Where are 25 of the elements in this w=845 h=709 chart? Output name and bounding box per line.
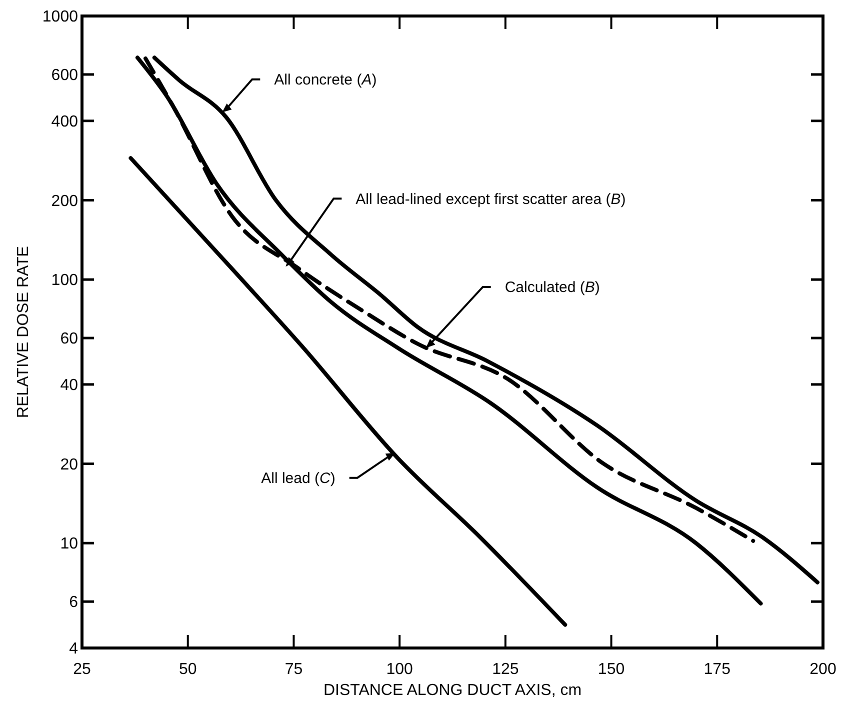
y-tick-label: 600: [51, 67, 78, 84]
annotation: All lead-lined except first scatter area (B): [356, 190, 626, 208]
x-tick-label: 175: [704, 661, 731, 678]
x-tick-label: 25: [73, 661, 91, 678]
y-axis-title: RELATIVE DOSE RATE: [15, 246, 32, 418]
x-tick-label: 50: [178, 661, 197, 678]
y-tick-label: 20: [60, 456, 78, 474]
y-tick-label: 60: [60, 330, 78, 348]
x-tick-label: 75: [284, 661, 303, 678]
y-tick-label: 400: [51, 113, 78, 130]
y-tick-label: 10: [60, 536, 78, 553]
annotation: All concrete (A): [274, 72, 377, 89]
x-tick-label: 150: [598, 661, 625, 678]
x-tick-label: 100: [386, 661, 414, 678]
y-tick-label: 200: [51, 192, 78, 210]
y-tick-label: 40: [60, 377, 78, 394]
y-tick-label: 1000: [42, 8, 78, 26]
x-tick-label: 200: [810, 661, 836, 678]
x-tick-label: 125: [492, 661, 519, 678]
y-tick-label: 100: [51, 272, 78, 290]
x-axis-title: DISTANCE ALONG DUCT AXIS, cm: [323, 682, 582, 699]
y-tick-label: 6: [69, 594, 78, 612]
y-tick-label: 4: [69, 640, 78, 658]
annotation: Calculated (B): [504, 279, 600, 296]
annotation: All lead (C): [261, 470, 336, 488]
